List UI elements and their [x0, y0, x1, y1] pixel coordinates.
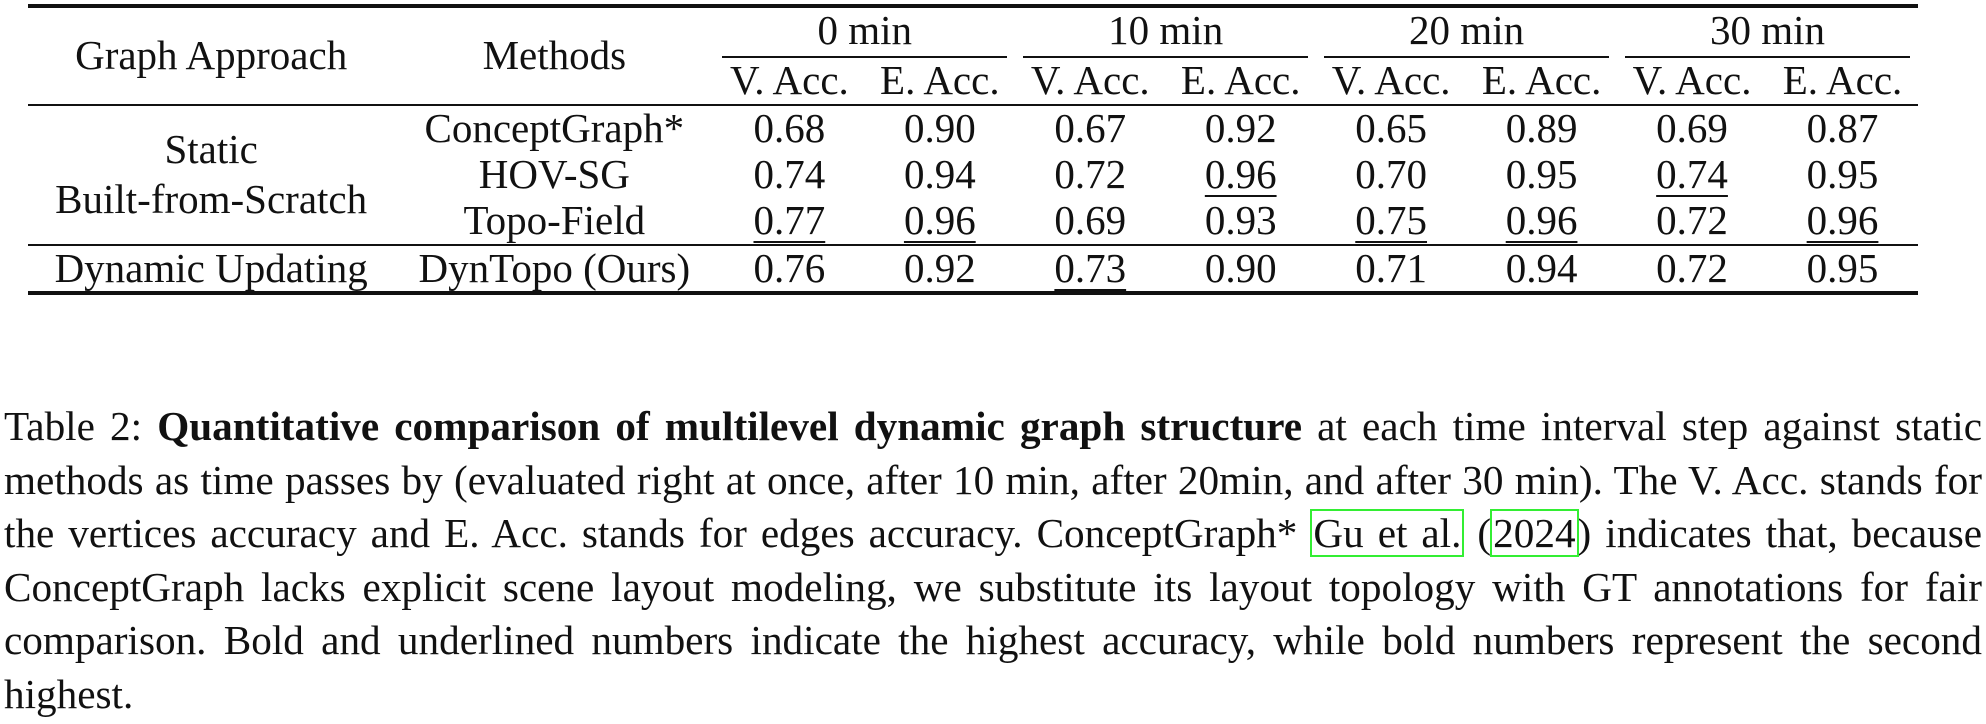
header-v-acc: V. Acc. [729, 56, 849, 103]
value-cell: 0.69 [1054, 196, 1127, 243]
method-cell: HOV-SG [478, 150, 630, 197]
header-methods: Methods [482, 31, 627, 78]
caption-text-2: indicates that, because ConceptGraph lac… [4, 510, 1983, 717]
approach-static: Static Built-from-Scratch [28, 105, 394, 245]
value-cell: 0.65 [1355, 104, 1428, 151]
value-cell: 0.68 [753, 104, 826, 151]
header-group-0min: 0 min [714, 6, 1015, 58]
header-e-acc: E. Acc. [1180, 56, 1301, 103]
value-cell: 0.70 [1355, 150, 1428, 197]
value-cell: 0.96 [1806, 196, 1879, 243]
header-group-30min: 30 min [1617, 6, 1918, 58]
value-cell: 0.72 [1054, 150, 1127, 197]
header-v-acc: V. Acc. [1632, 56, 1752, 103]
approach-static-line2: Built-from-Scratch [55, 175, 368, 222]
caption-title: Quantitative comparison of multilevel dy… [157, 403, 1303, 449]
value-cell: 0.94 [903, 150, 976, 197]
approach-dynamic: Dynamic Updating [54, 244, 368, 291]
table-row: HOV-SG 0.74 0.94 0.72 0.96 0.70 0.95 0.74 0.95 [28, 150, 1918, 198]
header-v-acc: V. Acc. [1030, 56, 1150, 103]
table-row: Topo-Field 0.77 0.96 0.69 0.93 0.75 0.96 0.72 0… [28, 196, 1918, 245]
value-cell: 0.76 [753, 244, 826, 291]
value-cell: 0.74 [1656, 150, 1728, 197]
value-cell: 0.90 [1204, 244, 1277, 291]
table-caption: Table 2: Quantitative comparison of mult… [4, 403, 1983, 717]
value-cell: 0.72 [1656, 244, 1728, 291]
value-cell: 0.89 [1505, 104, 1578, 151]
value-cell: 0.92 [903, 244, 976, 291]
value-cell: 0.90 [903, 104, 976, 151]
citation-author-link[interactable]: Gu et al. [1310, 509, 1465, 557]
citation-year-link[interactable]: 2024 [1490, 509, 1579, 557]
header-e-acc: E. Acc. [1782, 56, 1903, 103]
value-cell: 0.75 [1355, 196, 1428, 243]
caption-text-1: at each time interval step against stati… [4, 403, 1983, 556]
value-cell: 0.96 [903, 196, 976, 243]
value-cell: 0.77 [753, 196, 826, 243]
method-cell: ConceptGraph* [424, 104, 685, 151]
value-cell: 0.95 [1505, 150, 1578, 197]
approach-static-line1: Static [164, 126, 258, 173]
table-row: Dynamic Updating DynTopo (Ours) 0.76 0.92… [28, 244, 1918, 294]
header-group-10min: 10 min [1015, 6, 1316, 58]
header-group-20min: 20 min [1316, 6, 1617, 58]
value-cell: 0.92 [1204, 104, 1277, 151]
value-cell: 0.94 [1505, 244, 1578, 291]
header-graph-approach: Graph Approach [75, 31, 348, 78]
value-cell: 0.93 [1204, 196, 1277, 243]
caption-label: Table 2: [4, 403, 143, 449]
header-e-acc: E. Acc. [880, 56, 1000, 103]
value-cell: 0.67 [1054, 104, 1127, 151]
method-cell-ours: DynTopo (Ours) [418, 244, 691, 291]
value-cell: 0.73 [1054, 244, 1127, 291]
header-e-acc: E. Acc. [1481, 56, 1602, 103]
results-table-container: Graph Approach Methods 0 min 10 min 20 m… [28, 4, 1918, 295]
value-cell: 0.96 [1505, 196, 1578, 243]
header-v-acc: V. Acc. [1331, 56, 1451, 103]
value-cell: 0.95 [1806, 150, 1879, 197]
value-cell: 0.87 [1806, 104, 1879, 151]
value-cell: 0.69 [1656, 104, 1728, 151]
value-cell: 0.72 [1656, 196, 1728, 243]
results-table: Graph Approach Methods 0 min 10 min 20 m… [28, 4, 1918, 295]
table-row: Static Built-from-Scratch ConceptGraph* … [28, 104, 1918, 222]
method-cell: Topo-Field [463, 196, 646, 243]
value-cell: 0.96 [1204, 150, 1277, 197]
value-cell: 0.71 [1355, 244, 1428, 291]
value-cell: 0.95 [1806, 244, 1879, 291]
value-cell: 0.74 [753, 150, 826, 197]
